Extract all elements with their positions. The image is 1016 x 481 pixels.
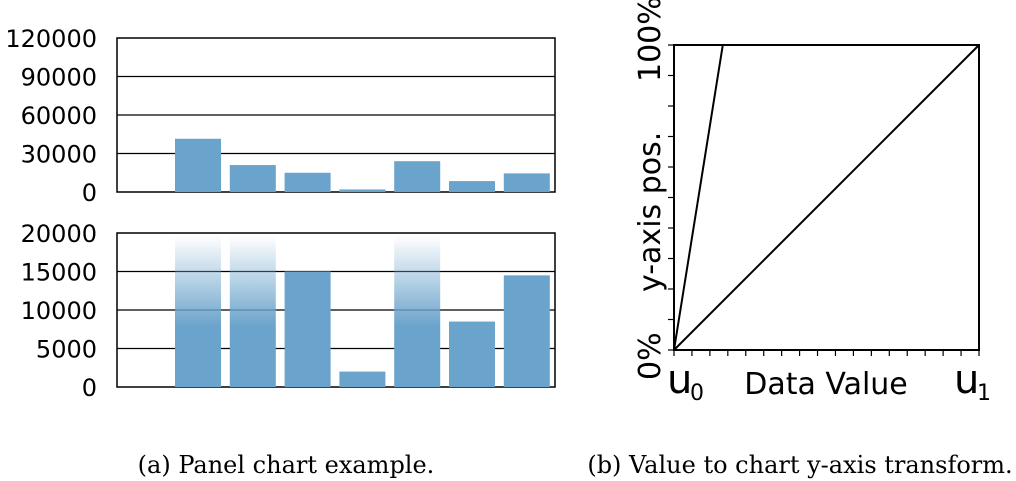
top-bar-1 <box>175 138 221 192</box>
y-tick-0pct: 0% <box>633 332 668 380</box>
linear-transform-line <box>673 44 980 351</box>
bottom-y-tick-label: 15000 <box>21 259 97 287</box>
bottom-panel-tick-labels: 0 5000 10000 15000 20000 <box>21 220 97 402</box>
bottom-y-tick-label: 5000 <box>36 336 97 364</box>
top-bar-7 <box>503 173 550 192</box>
bottom-bar-5-overflow <box>394 236 441 387</box>
x-start-label: u <box>667 357 692 403</box>
panel-chart: 0 30000 60000 90000 120000 0 5000 10000 15000 20… <box>5 25 556 479</box>
bottom-bar-4 <box>339 371 386 387</box>
steep-transform-line <box>673 44 724 351</box>
transform-lines <box>673 44 980 351</box>
transform-axis-ticks <box>668 44 980 356</box>
caption-a: (a) Panel chart example. <box>138 451 435 479</box>
bottom-bar-7 <box>503 275 550 387</box>
x-axis-title: Data Value <box>744 367 908 402</box>
x-end-subscript: 1 <box>977 381 991 406</box>
bottom-panel-bars <box>175 236 550 387</box>
x-start-subscript: 0 <box>690 381 704 406</box>
top-bar-5 <box>394 161 441 192</box>
top-y-tick-label: 0 <box>82 179 97 207</box>
bottom-y-tick-label: 20000 <box>21 220 97 248</box>
top-panel-tick-labels: 0 30000 60000 90000 120000 <box>5 25 97 207</box>
top-y-tick-label: 30000 <box>21 141 97 169</box>
x-end-label: u <box>954 357 979 403</box>
top-y-tick-label: 90000 <box>21 64 97 92</box>
caption-b: (b) Value to chart y-axis transform. <box>587 451 1012 479</box>
top-bar-3 <box>284 172 331 192</box>
top-bar-2 <box>229 165 276 192</box>
top-y-tick-label: 60000 <box>21 102 97 130</box>
bottom-bar-6 <box>449 321 495 387</box>
top-bar-6 <box>449 181 495 192</box>
y-tick-100pct: 100% <box>633 0 668 82</box>
bottom-y-tick-label: 10000 <box>21 297 97 325</box>
bottom-bar-1-overflow <box>175 236 221 387</box>
bottom-y-tick-label: 0 <box>82 374 97 402</box>
transform-chart: 0% 100% y-axis pos. u 0 Data Value u 1 (… <box>587 0 1012 479</box>
bottom-bar-3 <box>284 271 331 387</box>
top-panel-bars <box>175 138 550 192</box>
y-axis-title: y-axis pos. <box>633 132 668 292</box>
top-bar-4 <box>339 189 386 192</box>
bottom-bar-2-overflow <box>229 236 276 387</box>
top-y-tick-label: 120000 <box>5 25 97 53</box>
